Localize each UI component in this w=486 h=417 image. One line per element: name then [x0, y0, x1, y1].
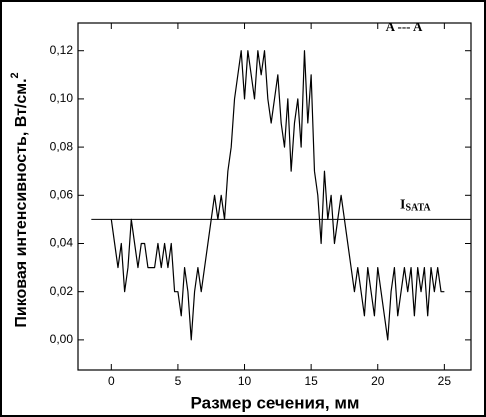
x-tick-label: 15: [304, 374, 318, 388]
x-axis-title: Размер сечения, мм: [191, 393, 360, 412]
y-tick-label: 0,06: [50, 187, 74, 201]
x-tick-label: 0: [108, 374, 115, 388]
x-tick-label: 20: [371, 374, 385, 388]
y-axis-title-sup: 2: [9, 72, 21, 78]
plot-frame: [77, 22, 472, 371]
y-axis-title-main: Пиковая интенсивность, Вт/см.: [13, 78, 30, 327]
legend-text: A --- A: [386, 19, 423, 34]
x-tick-label: 5: [175, 374, 182, 388]
y-tick-label: 0,10: [50, 91, 74, 105]
data-line: [110, 50, 445, 341]
threshold-label-main: I: [400, 198, 405, 213]
y-axis-title: Пиковая интенсивность, Вт/см.2: [9, 72, 30, 327]
y-tick-label: 0,00: [50, 332, 74, 346]
y-tick-label: 0,02: [50, 284, 74, 298]
x-tick-label: 25: [438, 374, 452, 388]
y-tick-label: 0,04: [50, 236, 74, 250]
threshold-label-sub: SATA: [405, 203, 431, 214]
y-tick-label: 0,12: [50, 43, 74, 57]
threshold-label: ISATA: [400, 198, 431, 214]
x-tick-label: 10: [238, 374, 252, 388]
y-tick-label: 0,08: [50, 139, 74, 153]
